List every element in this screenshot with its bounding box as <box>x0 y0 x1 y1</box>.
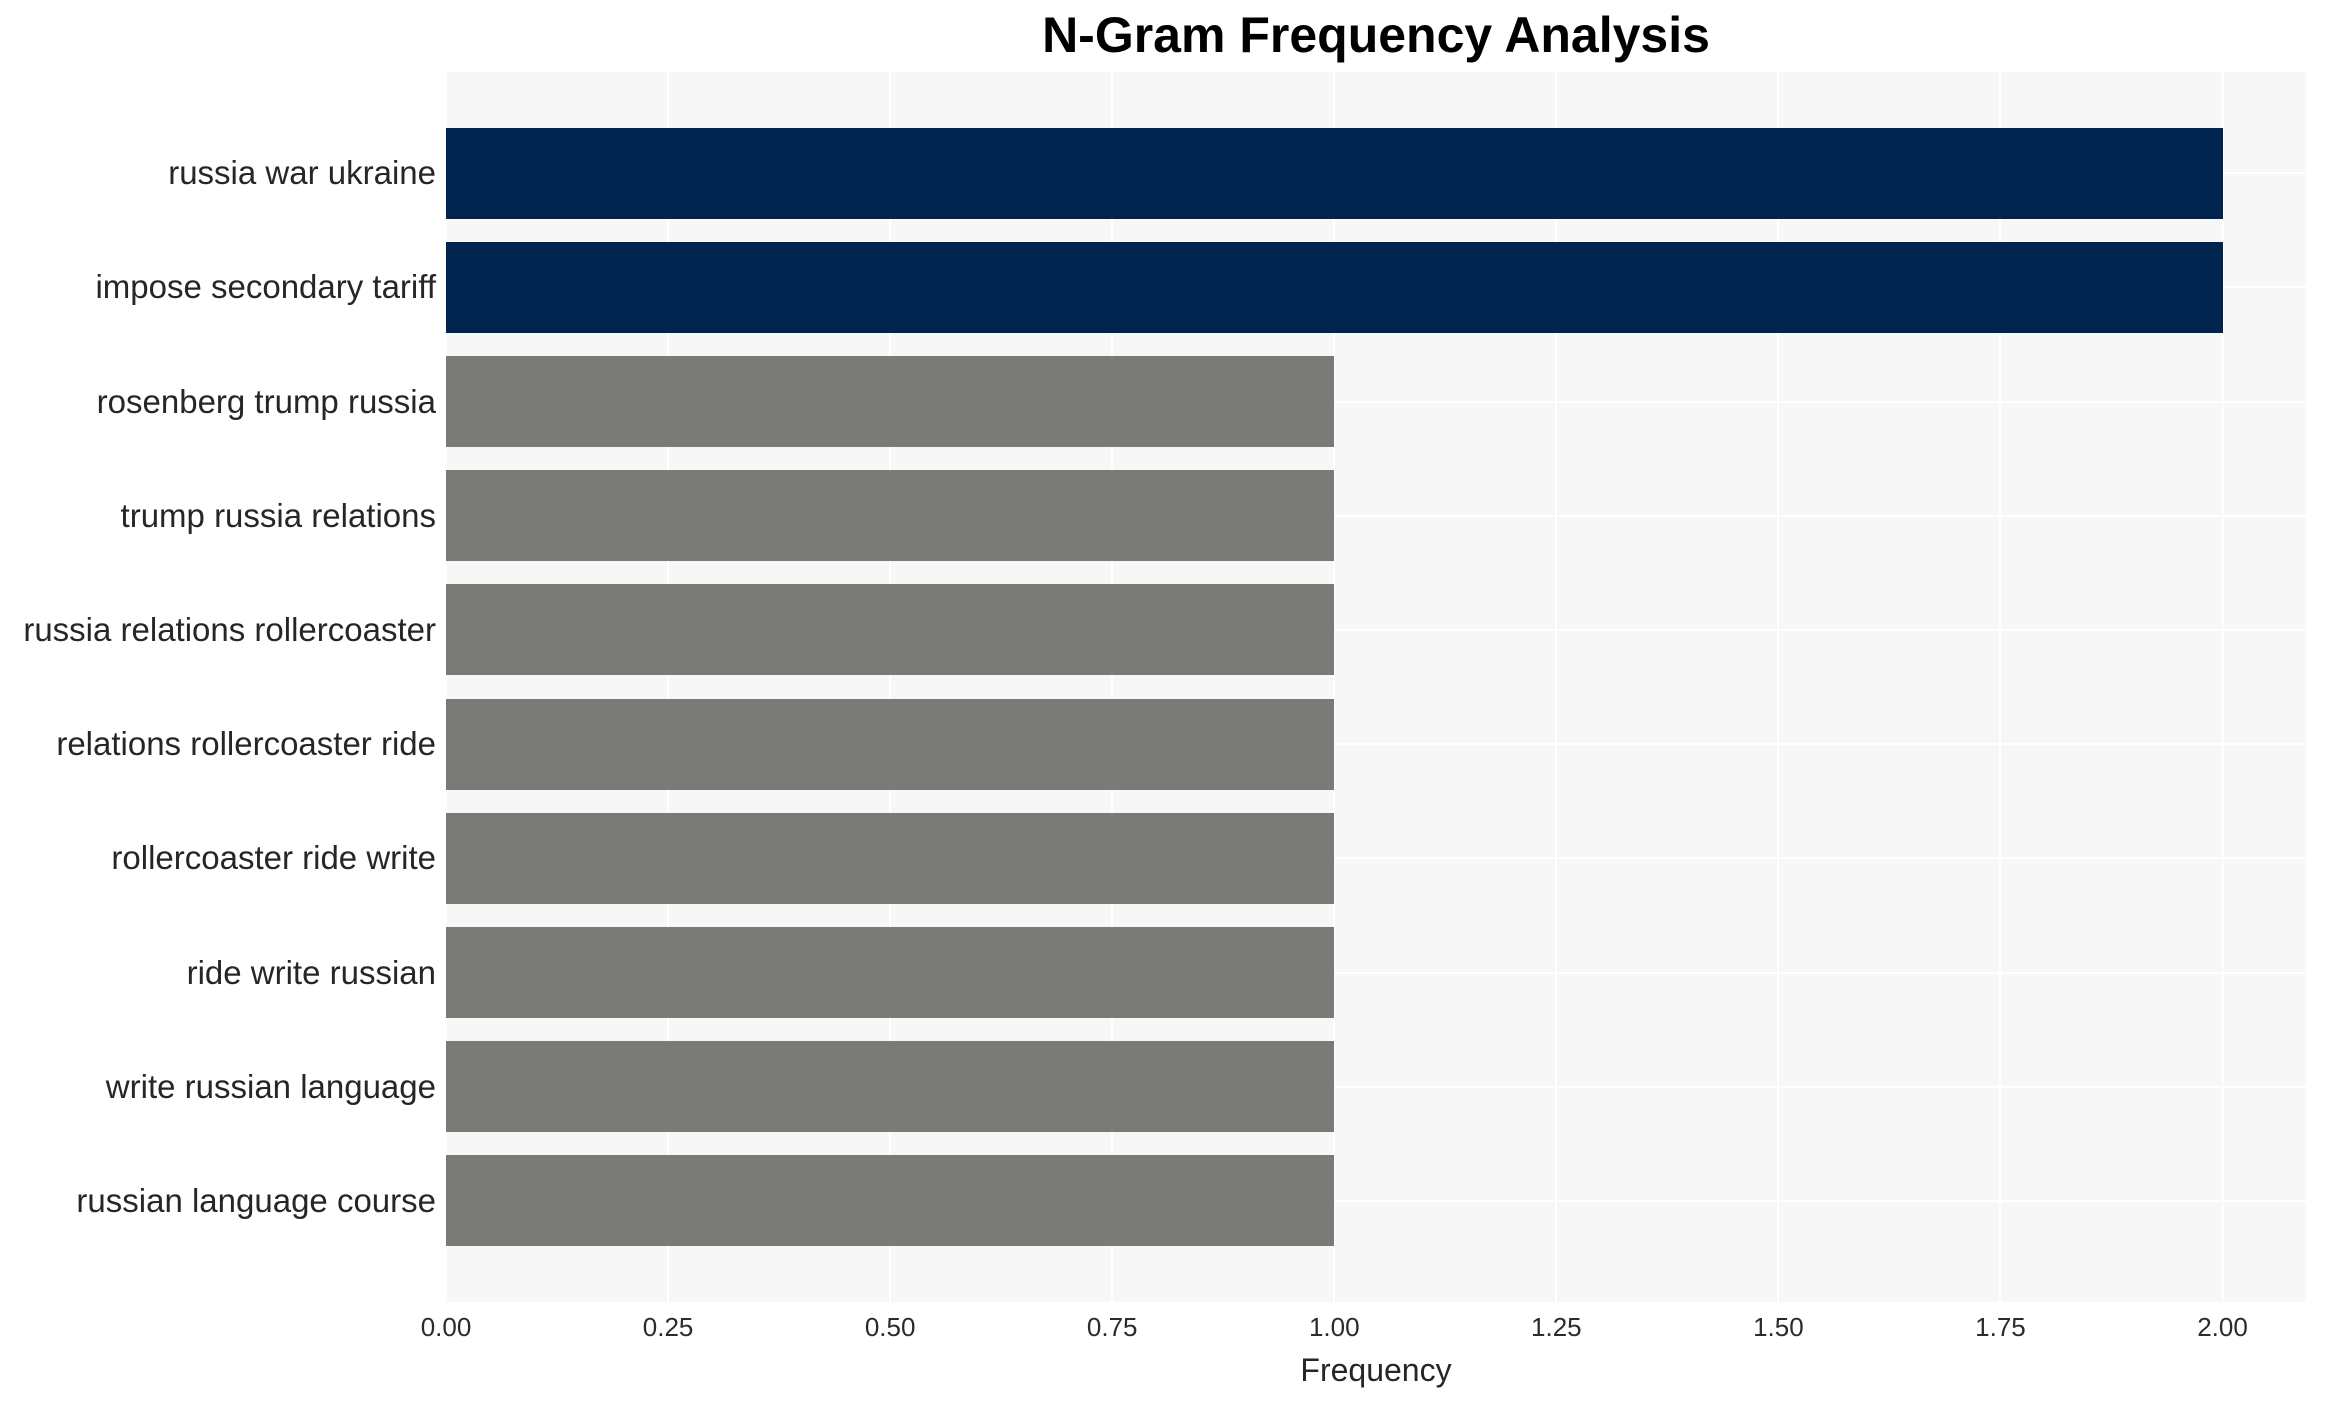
vertical-gridline <box>667 72 670 1302</box>
chart-title: N-Gram Frequency Analysis <box>1042 7 1710 63</box>
vertical-gridline <box>1333 72 1336 1302</box>
bar-russia-war-ukraine <box>446 127 2223 219</box>
horizontal-gridline <box>446 743 2306 746</box>
horizontal-gridline <box>446 1199 2306 1202</box>
vertical-gridline <box>889 72 892 1302</box>
bar-ride-write-russian <box>446 927 1335 1018</box>
horizontal-gridline <box>446 400 2306 403</box>
vertical-gridline <box>1999 72 2002 1302</box>
vertical-gridline <box>2221 72 2224 1302</box>
bar-impose-secondary-tariff <box>446 241 2223 333</box>
y-category-label: rollercoaster ride write <box>111 839 436 877</box>
bar-write-russian-language <box>446 1041 1335 1133</box>
x-tick-label: 1.00 <box>1308 1312 1360 1342</box>
vertical-gridline <box>1555 72 1558 1302</box>
x-tick-label: 1.25 <box>1531 1312 1582 1342</box>
y-category-label: russia relations rollercoaster <box>23 610 436 648</box>
horizontal-gridline <box>446 628 2306 631</box>
y-category-label: trump russia relations <box>120 496 436 534</box>
vertical-gridline <box>446 72 447 1302</box>
horizontal-gridline <box>446 971 2306 974</box>
y-category-label: rosenberg trump russia <box>96 382 436 420</box>
bar-relations-rollercoaster-ride <box>446 698 1335 790</box>
bar-rosenberg-trump-russia <box>446 356 1335 447</box>
x-tick-label: 1.50 <box>1753 1312 1804 1342</box>
bar-russia-relations-rollercoaster <box>446 584 1335 676</box>
bar-trump-russia-relations <box>446 470 1335 562</box>
horizontal-gridline <box>446 514 2306 517</box>
vertical-gridline <box>1777 72 1780 1302</box>
x-tick-label: 0.75 <box>1086 1312 1138 1342</box>
x-tick-label: 0.25 <box>642 1312 694 1342</box>
x-tick-label: 2.00 <box>2197 1312 2248 1342</box>
bar-russian-language-course <box>446 1155 1335 1247</box>
plot-area <box>446 72 2306 1302</box>
x-tick-label: 1.75 <box>1975 1312 2026 1342</box>
y-category-label: russia war ukraine <box>168 154 436 192</box>
bar-rollercoaster-ride-write <box>446 812 1335 904</box>
y-category-label: write russian language <box>105 1067 436 1105</box>
vertical-gridline <box>1111 72 1114 1302</box>
x-tick-label: 0.50 <box>864 1312 916 1342</box>
x-tick-label: 0.00 <box>420 1312 472 1342</box>
y-category-label: russian language course <box>76 1181 436 1219</box>
horizontal-gridline <box>446 857 2306 860</box>
y-category-label: impose secondary tariff <box>95 268 436 306</box>
x-axis-title: Frequency <box>1300 1352 1452 1388</box>
y-category-label: relations rollercoaster ride <box>56 725 436 763</box>
horizontal-gridline <box>446 1085 2306 1088</box>
y-category-label: ride write russian <box>186 953 436 991</box>
